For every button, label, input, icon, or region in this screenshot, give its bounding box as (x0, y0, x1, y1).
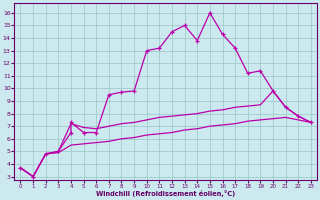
X-axis label: Windchill (Refroidissement éolien,°C): Windchill (Refroidissement éolien,°C) (96, 190, 235, 197)
